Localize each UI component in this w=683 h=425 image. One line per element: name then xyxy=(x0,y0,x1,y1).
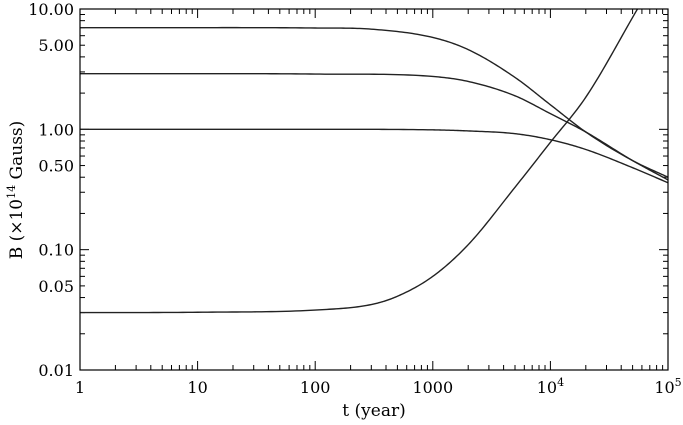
x-tick-label-base: 1 xyxy=(75,378,85,397)
plot-frame xyxy=(79,8,669,371)
y-tick-label: 10.00 xyxy=(28,0,74,19)
y-axis-label-pre: B (×10 xyxy=(7,199,27,259)
x-tick-label-sup: 4 xyxy=(557,376,564,389)
y-axis-label: B (×1014 Gauss) xyxy=(5,121,27,260)
y-axis-label-sup: 14 xyxy=(5,185,18,199)
y-tick-label: 0.50 xyxy=(38,157,74,176)
x-tick-label-sup: 5 xyxy=(675,376,682,389)
x-tick-label-base: 10 xyxy=(187,378,207,397)
series-line-1 xyxy=(80,26,669,178)
y-tick-labels: 10.00 5.00 1.00 0.50 0.10 0.05 0.01 xyxy=(28,0,74,380)
y-axis-label-post: Gauss) xyxy=(7,121,27,185)
x-tick-label-base: 1000 xyxy=(412,378,453,397)
series-line-3 xyxy=(80,128,669,184)
series-lines xyxy=(79,8,669,314)
y-tick-label: 0.01 xyxy=(38,361,74,380)
y-tick-label: 5.00 xyxy=(38,36,74,55)
x-tick-label: 105 xyxy=(654,376,681,397)
x-tick-label: 10 xyxy=(187,378,207,397)
y-tick-label: 1.00 xyxy=(38,120,74,139)
x-tick-label: 104 xyxy=(537,376,564,397)
x-tick-label-base: 10 xyxy=(537,378,557,397)
x-tick-label-base: 10 xyxy=(654,378,674,397)
x-tick-label: 1 xyxy=(75,378,85,397)
x-axis-label: t (year) xyxy=(342,401,405,421)
series-line-2 xyxy=(80,72,669,181)
x-tick-label: 100 xyxy=(300,378,331,397)
series-line-4 xyxy=(79,8,639,314)
x-tick-label: 1000 xyxy=(412,378,453,397)
axis-ticks xyxy=(79,9,668,371)
y-tick-label: 0.10 xyxy=(38,241,74,260)
y-tick-label: 0.05 xyxy=(38,277,74,296)
x-tick-label-base: 100 xyxy=(300,378,331,397)
x-tick-labels: 1 10 100 1000 104 105 xyxy=(75,376,682,397)
